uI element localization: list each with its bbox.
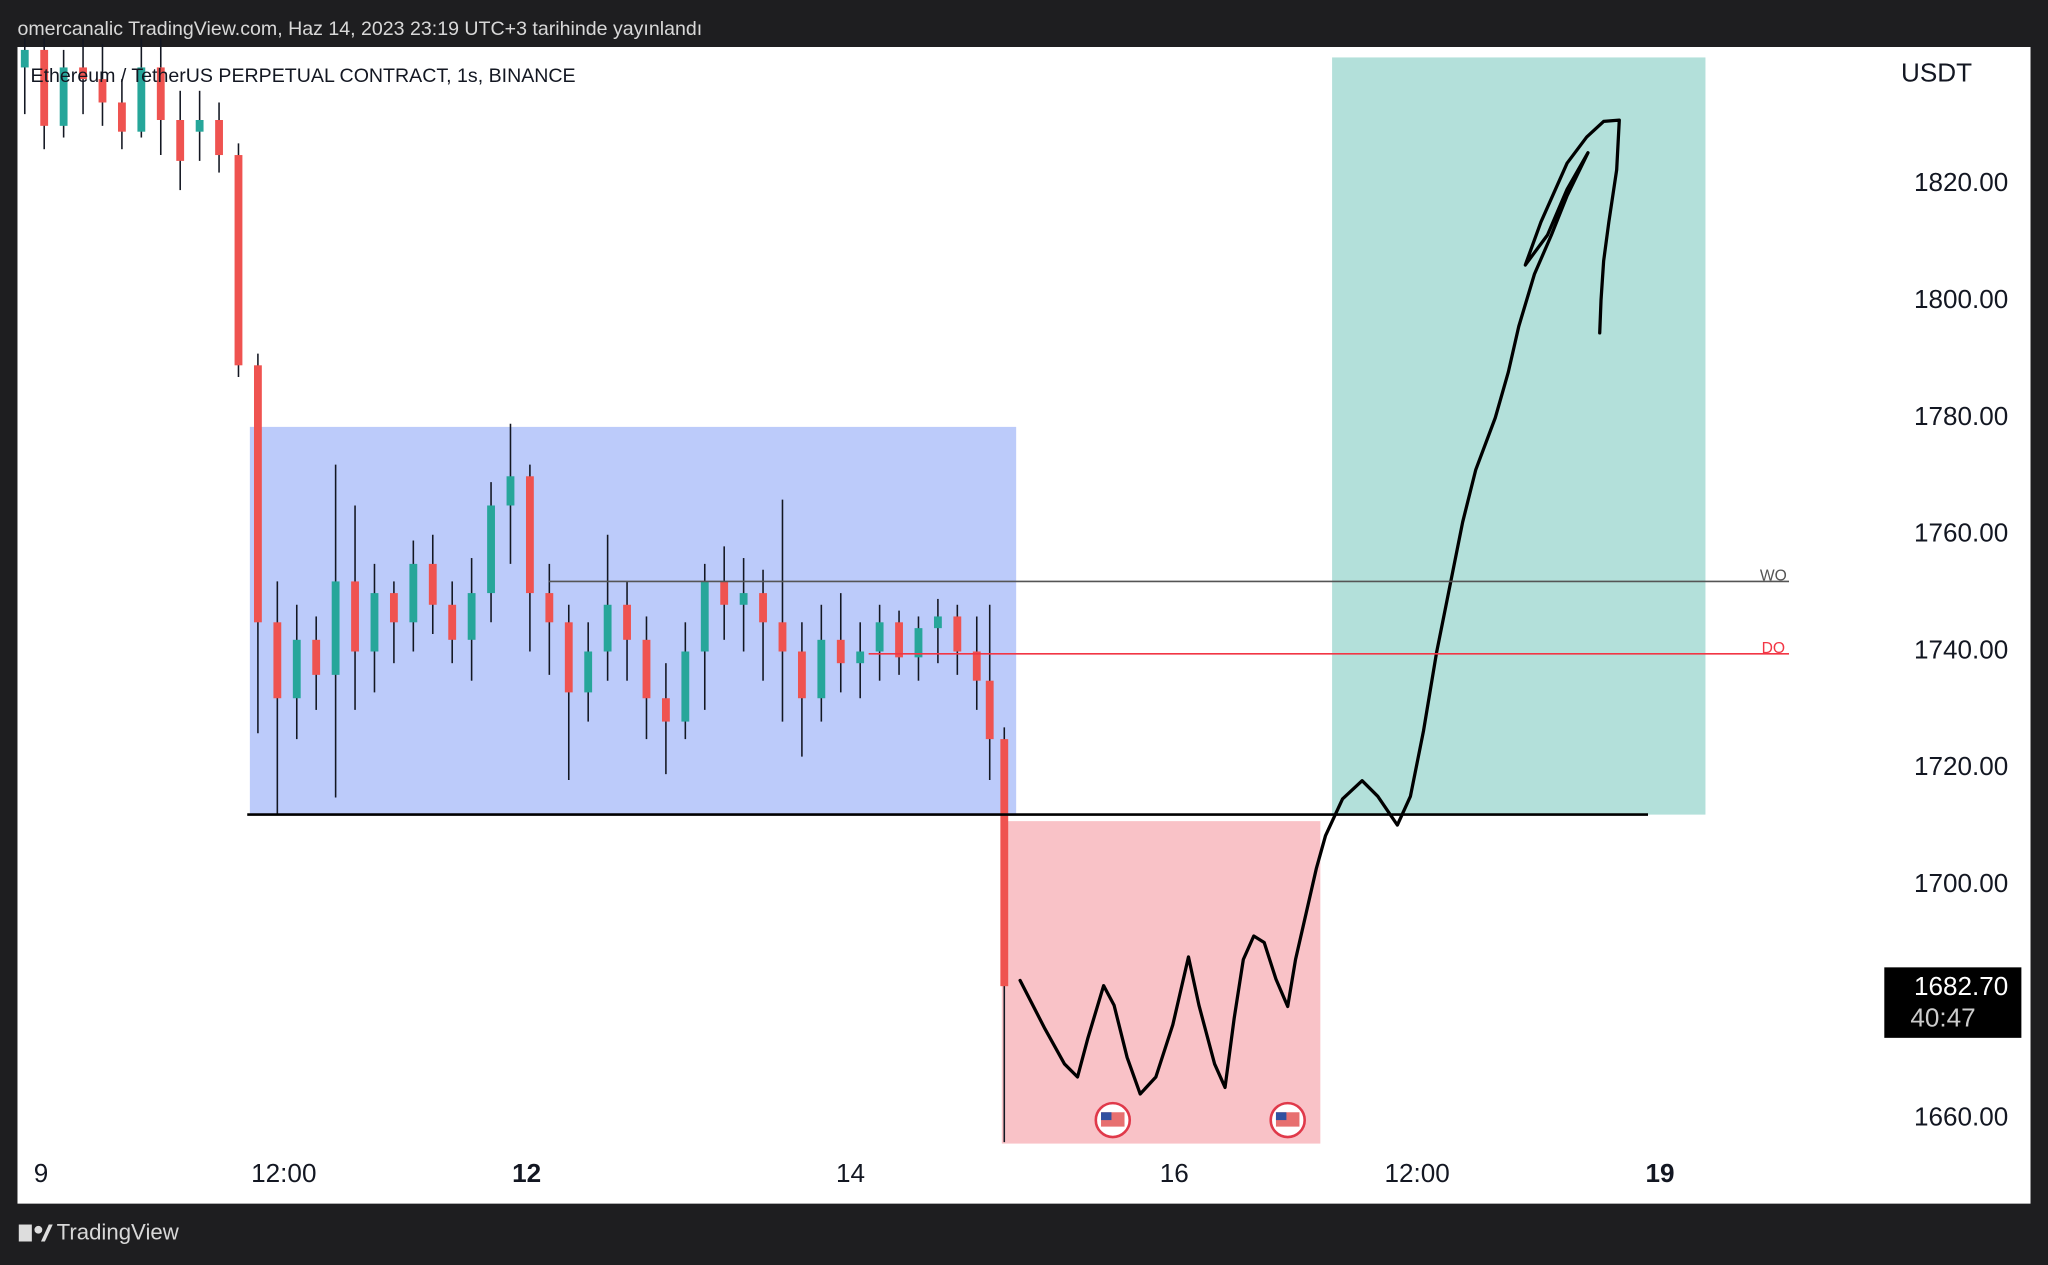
target-box [1332,57,1706,815]
candle-body [856,651,865,664]
y-tick-label: 1760.00 [1914,518,2008,548]
x-tick-label: 12:00 [1384,1158,1449,1188]
level-label: DO [1762,640,1785,657]
candle-body [351,581,359,652]
candle-body [253,365,262,623]
candle-body [623,604,631,640]
candle-body [312,639,321,675]
countdown: 40:47 [1910,1002,1975,1032]
candle-body [370,593,379,652]
candle-body [875,622,884,652]
candle-body [914,628,923,658]
candle-body [215,120,223,156]
candle-body [642,639,651,699]
x-tick-label: 12:00 [251,1158,316,1188]
footer-text: TradingView [57,1220,180,1245]
y-tick-label: 1720.00 [1914,751,2008,781]
candle-body [137,67,146,132]
drawings [249,57,1706,1144]
candle-body [59,67,68,126]
candle-body [584,651,593,693]
candle-body [409,563,418,623]
candle-body [681,651,690,722]
footer-logo [18,1224,53,1242]
freehand-drawing [1018,118,1621,1096]
candle-body [759,593,767,623]
candle-body [292,639,301,699]
candle-body [79,67,87,80]
candle-body [720,581,729,605]
range-box [249,426,1017,815]
candle-body [972,651,981,681]
candle-body [20,49,29,68]
candle-body [195,120,204,132]
candle-body [487,505,495,594]
x-tick-label: 14 [836,1158,865,1188]
candle-body [797,651,806,699]
x-tick-label: 9 [34,1158,49,1188]
candle-body [933,616,942,629]
candle-body [985,680,994,740]
candle-body [700,581,709,652]
header-text: omercanalic TradingView.com, Haz 14, 202… [17,18,702,40]
candle-body [603,604,612,652]
candle-body [98,79,107,103]
candle-body [176,120,185,161]
x-tick-label: 12 [512,1158,541,1188]
overlay: WO DO [247,118,1790,1139]
symbol-title: Ethereum / TetherUS PERPETUAL CONTRACT, … [31,65,576,87]
axes: 1660.001680.001700.001720.001740.001760.… [34,167,2009,1188]
candle-body [953,616,962,652]
candle-body [273,622,282,699]
candle-body [467,593,476,640]
candle-body [545,593,554,623]
x-tick-label: 16 [1160,1158,1189,1188]
candle-body [778,622,787,652]
candle-body [895,622,903,658]
x-tick-label: 19 [1645,1158,1674,1188]
candle-body [506,476,515,506]
y-tick-label: 1780.00 [1914,401,2008,431]
candle-body [40,49,49,126]
y-tick-label: 1700.00 [1914,868,2008,898]
last-price-box [1884,967,2022,1038]
axis-unit: USDT [1901,57,1972,87]
y-tick-label: 1820.00 [1914,167,2008,197]
candle-body [661,698,670,722]
last-price: 1682.70 [1914,971,2008,1001]
candle-body [117,102,126,132]
candle-body [564,622,573,693]
candle-body [525,476,534,594]
candle-body [331,581,340,675]
candle-body [448,604,457,640]
candle-body [739,593,748,605]
candle-body [156,67,165,121]
candles [20,38,1009,1143]
y-tick-label: 1800.00 [1914,284,2008,314]
candle-body [234,155,243,366]
flag-icon [1269,1101,1306,1139]
flag-icon [1094,1101,1132,1139]
y-tick-label: 1740.00 [1914,634,2008,664]
stop-box [1001,821,1321,1144]
candle-body [428,563,437,605]
y-tick-label: 1660.00 [1914,1102,2008,1132]
candle-body [389,593,398,623]
candle-body [817,639,826,699]
candle-body [836,639,845,664]
level-label: WO [1760,567,1787,584]
candle-body [1000,739,1009,987]
